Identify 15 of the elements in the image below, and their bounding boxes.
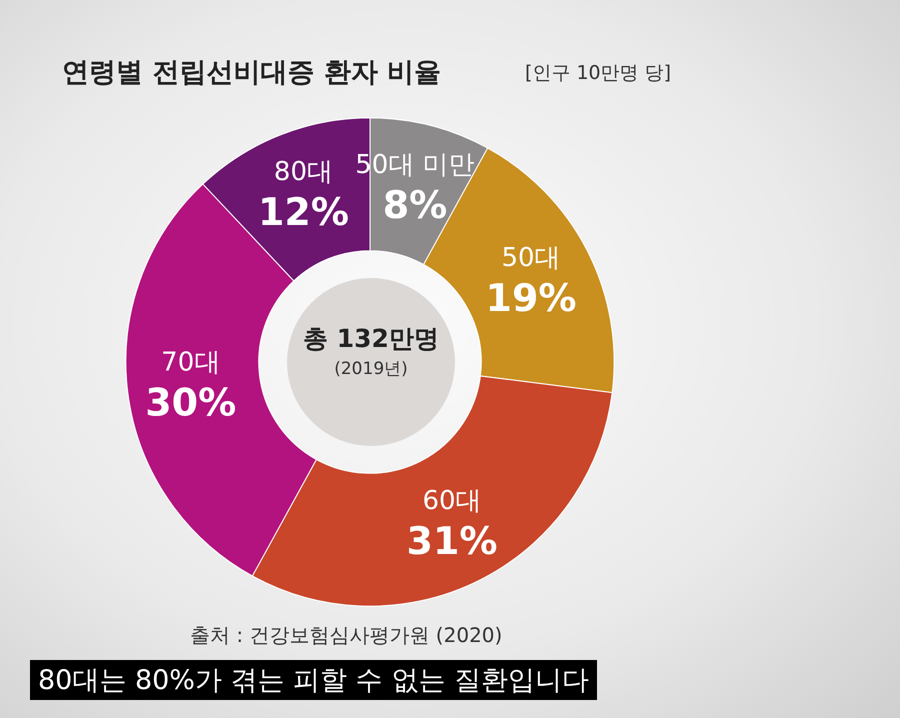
slice-label: 50대 <box>501 242 561 273</box>
data-label: 12% <box>258 190 349 234</box>
slice-label: 70대 <box>161 348 220 378</box>
data-label: 8% <box>382 182 448 227</box>
data-label: 31% <box>406 519 498 564</box>
text: 총 132만명 <box>303 323 439 355</box>
slice-label: 80대 <box>274 156 334 187</box>
text: 80대는 80%가 겪는 피할 수 없는 질환입니다 <box>30 660 597 700</box>
chart-subtitle: [인구 10만명 당] <box>525 61 672 86</box>
text: (2019년) <box>334 358 408 380</box>
data-label: 30% <box>145 380 236 425</box>
source-note: 출처 : 건강보험심사평가원 (2020) <box>190 622 502 649</box>
chart-title: 연령별 전립선비대증 환자 비율 <box>62 56 442 90</box>
data-label: 19% <box>486 276 576 320</box>
slice-label: 60대 <box>422 486 482 516</box>
